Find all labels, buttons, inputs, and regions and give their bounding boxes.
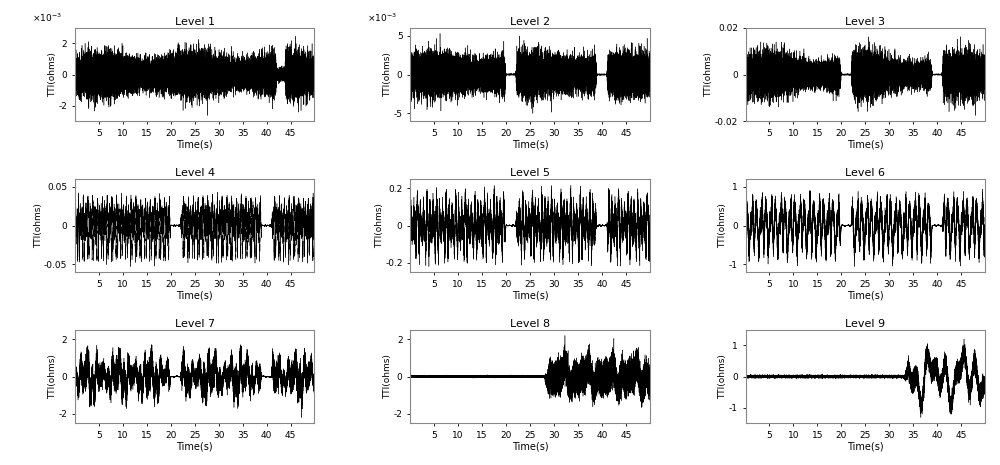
Text: $\times10^{-3}$: $\times10^{-3}$ [32, 12, 62, 24]
Y-axis label: TTI(ohms): TTI(ohms) [718, 203, 727, 248]
Title: Level 1: Level 1 [175, 17, 215, 27]
X-axis label: Time(s): Time(s) [512, 139, 548, 149]
Y-axis label: TTI(ohms): TTI(ohms) [375, 203, 384, 248]
X-axis label: Time(s): Time(s) [512, 441, 548, 451]
Y-axis label: TTI(ohms): TTI(ohms) [383, 52, 392, 97]
Title: Level 2: Level 2 [510, 17, 550, 27]
X-axis label: Time(s): Time(s) [847, 441, 884, 451]
X-axis label: Time(s): Time(s) [847, 139, 884, 149]
Y-axis label: TTI(ohms): TTI(ohms) [383, 354, 392, 399]
X-axis label: Time(s): Time(s) [176, 139, 213, 149]
Y-axis label: TTI(ohms): TTI(ohms) [718, 354, 727, 399]
Title: Level 9: Level 9 [845, 319, 885, 329]
Y-axis label: TTI(ohms): TTI(ohms) [34, 203, 43, 248]
X-axis label: Time(s): Time(s) [176, 441, 213, 451]
X-axis label: Time(s): Time(s) [176, 290, 213, 300]
Title: Level 8: Level 8 [510, 319, 550, 329]
Title: Level 3: Level 3 [845, 17, 885, 27]
Title: Level 5: Level 5 [510, 168, 550, 178]
Title: Level 7: Level 7 [175, 319, 215, 329]
X-axis label: Time(s): Time(s) [847, 290, 884, 300]
Y-axis label: TTI(ohms): TTI(ohms) [48, 354, 57, 399]
Text: $\times10^{-3}$: $\times10^{-3}$ [367, 12, 397, 24]
Title: Level 6: Level 6 [845, 168, 885, 178]
Y-axis label: TTI(ohms): TTI(ohms) [704, 52, 713, 97]
Y-axis label: TTI(ohms): TTI(ohms) [48, 52, 57, 97]
Title: Level 4: Level 4 [175, 168, 215, 178]
X-axis label: Time(s): Time(s) [512, 290, 548, 300]
